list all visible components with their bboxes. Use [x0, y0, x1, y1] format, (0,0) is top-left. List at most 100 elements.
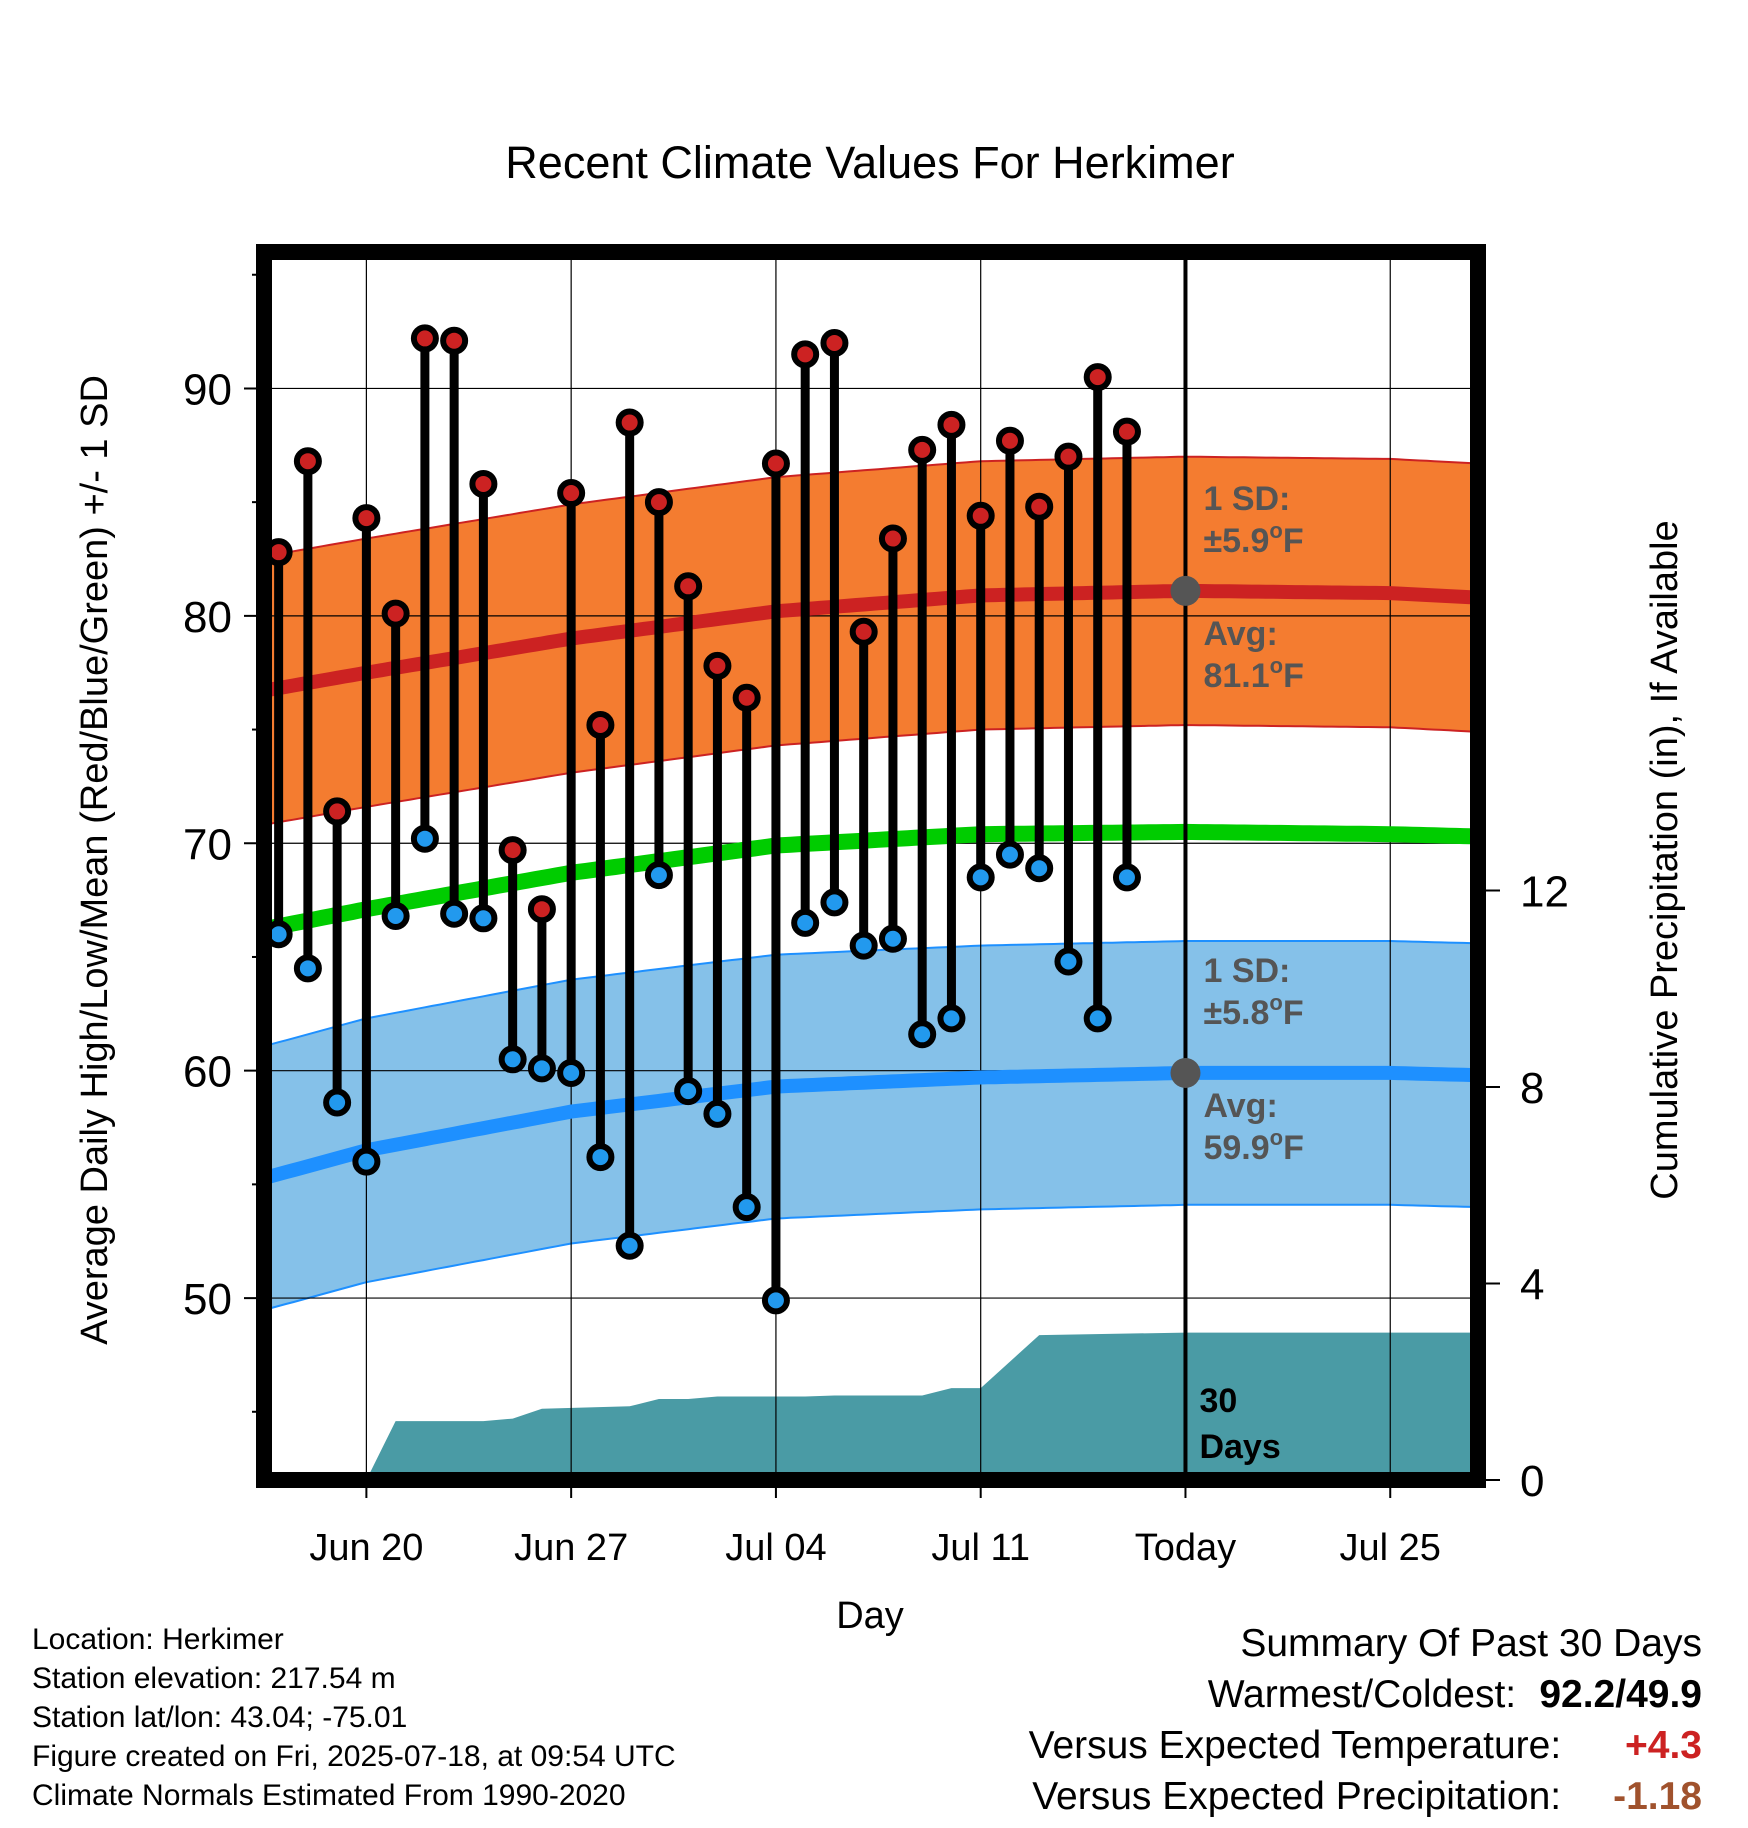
- x-tick-label: Today: [1135, 1527, 1236, 1569]
- high-point: [878, 524, 907, 553]
- temp-value: +4.3: [1625, 1724, 1702, 1767]
- y-tick-label: 70: [183, 820, 232, 869]
- low-point: [878, 924, 907, 953]
- y-tick-label: 50: [183, 1275, 232, 1324]
- high-point: [791, 340, 820, 369]
- summary-title: Summary Of Past 30 Days: [1240, 1622, 1702, 1665]
- high-avg-label: Avg:: [1203, 615, 1277, 653]
- mean-average-line: [264, 823, 1478, 937]
- high-point: [1083, 363, 1112, 392]
- high-point: [527, 895, 556, 924]
- high-point: [586, 711, 615, 740]
- low-point: [732, 1193, 761, 1222]
- low-point: [381, 902, 410, 931]
- window-label-count: 30: [1199, 1382, 1237, 1420]
- high-point: [498, 836, 527, 865]
- high-point: [381, 599, 410, 628]
- low-point: [703, 1099, 732, 1128]
- low-point: [498, 1045, 527, 1074]
- high-point: [732, 683, 761, 712]
- y-tick-label: 90: [183, 365, 232, 414]
- high-point: [352, 504, 381, 533]
- low-point: [761, 1286, 790, 1315]
- high-avg-value: 81.1oF: [1203, 653, 1303, 695]
- low-point: [352, 1147, 381, 1176]
- low-avg-label: Avg:: [1203, 1087, 1277, 1125]
- chart-title: Recent Climate Values For Herkimer: [505, 137, 1234, 188]
- low-point: [323, 1088, 352, 1117]
- low-point: [849, 931, 878, 960]
- y-axis-label: Average Daily High/Low/Mean (Red/Blue/Gr…: [74, 375, 116, 1345]
- precipitation-area: [366, 1332, 1478, 1480]
- y2-tick-label: 4: [1520, 1261, 1544, 1310]
- high-point: [323, 797, 352, 826]
- low-point: [527, 1054, 556, 1083]
- low-point: [1054, 947, 1083, 976]
- high-point: [995, 426, 1024, 455]
- low-point: [908, 1020, 937, 1049]
- elevation-text: Station elevation: 217.54 m: [32, 1662, 396, 1695]
- high-average-line: [264, 583, 1478, 698]
- high-point: [440, 326, 469, 355]
- x-tick-label: Jun 20: [309, 1527, 423, 1569]
- high-point: [615, 408, 644, 437]
- low-point: [1112, 863, 1141, 892]
- y2-tick-label: 12: [1520, 868, 1569, 917]
- high-point: [1112, 417, 1141, 446]
- precip-label: Versus Expected Precipitation:: [1032, 1775, 1562, 1818]
- plot-clipped-group: [264, 252, 1478, 1480]
- y-tick-label: 60: [183, 1048, 232, 1097]
- low-avg-value: 59.9oF: [1203, 1125, 1303, 1167]
- normals-text: Climate Normals Estimated From 1990-2020: [32, 1779, 626, 1812]
- high-point: [761, 449, 790, 478]
- low-point: [586, 1143, 615, 1172]
- today-low-average-marker: [1170, 1057, 1201, 1088]
- high-point: [966, 501, 995, 530]
- high-point: [293, 447, 322, 476]
- summary-warmest-row: Warmest/Coldest: 92.2/49.9: [1029, 1669, 1702, 1720]
- low-point: [615, 1231, 644, 1260]
- low-average-line: [264, 1065, 1478, 1185]
- high-point: [820, 328, 849, 357]
- low-point: [469, 904, 498, 933]
- x-axis-label: Day: [836, 1595, 904, 1637]
- precip-value: -1.18: [1613, 1775, 1702, 1818]
- low-point: [557, 1058, 586, 1087]
- plot-frame: [256, 244, 1486, 1488]
- low-point: [995, 840, 1024, 869]
- x-tick-label: Jun 27: [514, 1527, 628, 1569]
- high-point: [674, 572, 703, 601]
- window-label-days: Days: [1199, 1428, 1280, 1466]
- high-point: [644, 488, 673, 517]
- low-point: [937, 1004, 966, 1033]
- y2-tick-label: 0: [1520, 1457, 1544, 1506]
- summary-precip-row: Versus Expected Precipitation: -1.18: [1029, 1771, 1702, 1822]
- high-point: [849, 617, 878, 646]
- summary-panel: Summary Of Past 30 Days Warmest/Coldest:…: [1029, 1618, 1702, 1822]
- high-point: [557, 479, 586, 508]
- high-sd-label: 1 SD:: [1203, 480, 1290, 518]
- warmest-label: Warmest/Coldest:: [1207, 1673, 1517, 1716]
- low-point: [791, 908, 820, 937]
- high-point: [703, 651, 732, 680]
- y2-tick-label: 8: [1520, 1064, 1544, 1113]
- low-point: [1083, 1004, 1112, 1033]
- low-sd-value: ±5.8oF: [1203, 990, 1303, 1032]
- low-point: [820, 888, 849, 917]
- y-tick-label: 80: [183, 593, 232, 642]
- temp-label: Versus Expected Temperature:: [1028, 1724, 1562, 1767]
- low-point: [440, 899, 469, 928]
- low-point: [1025, 854, 1054, 883]
- latlon-text: Station lat/lon: 43.04; -75.01: [32, 1701, 408, 1734]
- high-sd-value: ±5.9oF: [1203, 518, 1303, 560]
- today-high-average-marker: [1170, 575, 1201, 606]
- warmest-value: 92.2/49.9: [1539, 1673, 1702, 1716]
- low-sd-label: 1 SD:: [1203, 952, 1290, 990]
- y2-axis-label: Cumulative Precipitation (in), If Availa…: [1644, 520, 1686, 1199]
- station-info: Location: Herkimer Station elevation: 21…: [32, 1620, 676, 1815]
- high-point: [1054, 442, 1083, 471]
- low-point: [644, 861, 673, 890]
- x-tick-label: Jul 04: [725, 1527, 826, 1569]
- low-point: [966, 863, 995, 892]
- summary-temp-row: Versus Expected Temperature: +4.3: [1029, 1720, 1702, 1771]
